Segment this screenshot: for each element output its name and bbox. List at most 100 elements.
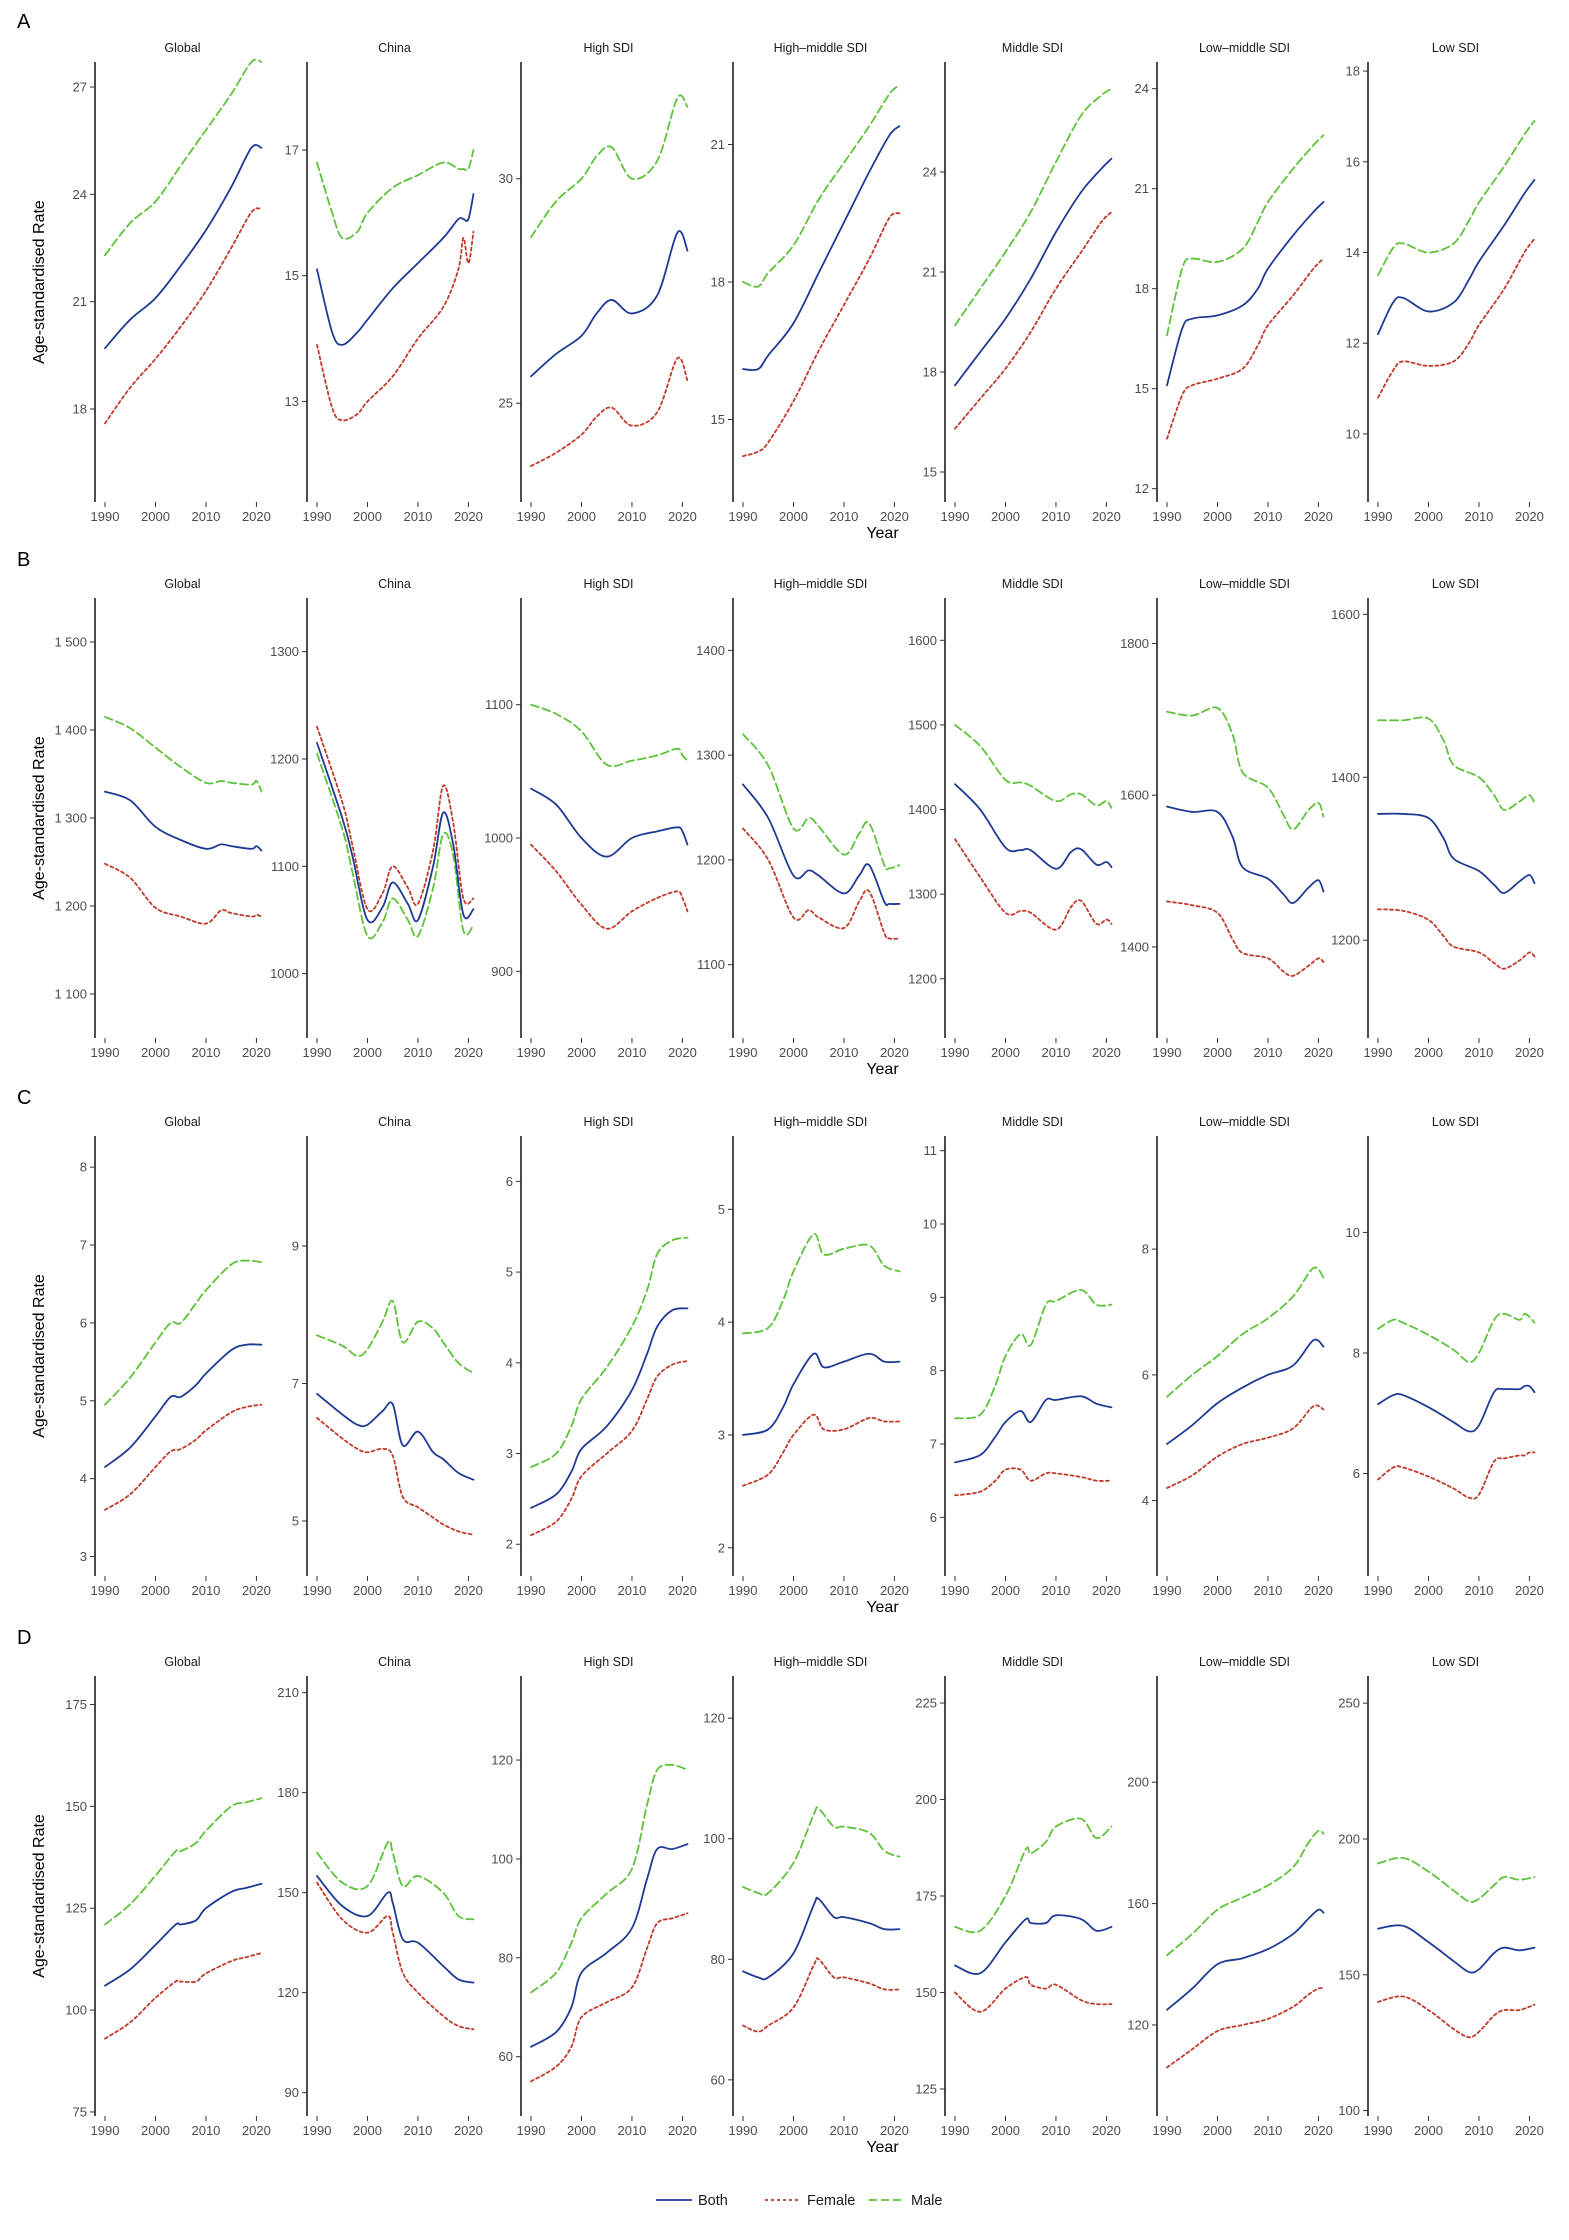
x-tick-label: 2000	[141, 2123, 170, 2138]
series-line-female	[1377, 908, 1536, 970]
x-tick-label: 2000	[779, 2123, 808, 2138]
x-tick-label: 1990	[303, 1583, 332, 1598]
x-tick-label: 1990	[729, 1045, 758, 1060]
y-tick-label: 12	[1346, 336, 1360, 351]
x-tick-label: 1990	[1153, 1045, 1182, 1060]
facet-low-middle-sdi: Low–middle SDI 120 160 200 1990 2000 2010 2020	[1127, 1655, 1333, 2138]
facet-high-sdi: High SDI 60 80 100 120 1990 2000 2010 2020	[491, 1655, 697, 2138]
series-line-both	[104, 790, 263, 852]
series-line-both	[1377, 812, 1536, 894]
x-tick-label: 2020	[454, 1045, 483, 1060]
facet-middle-sdi: Middle SDI 6 7 8 9 10 11 1990 2000 2010 2020	[923, 1115, 1121, 1598]
series-line-female	[954, 1976, 1113, 2013]
facet-global: Global 1 100 1 200 1 300 1 400 1 500 1990 2000 2…	[54, 577, 270, 1060]
y-tick-label: 2	[506, 1537, 513, 1552]
y-tick-label: 1 400	[54, 723, 87, 738]
facet-title: China	[378, 577, 411, 591]
y-tick-label: 4	[506, 1355, 513, 1370]
series-line-both	[742, 783, 901, 907]
x-tick-label: 2020	[1092, 1045, 1121, 1060]
x-tick-label: 2010	[1253, 509, 1282, 524]
y-tick-label: 11	[924, 1143, 938, 1158]
series-line-both	[1166, 1908, 1325, 2011]
panel-letter: C	[17, 1087, 31, 1109]
series-line-both	[1377, 1384, 1536, 1433]
y-tick-label: 225	[915, 1696, 937, 1711]
y-tick-label: 3	[80, 1549, 87, 1564]
x-tick-label: 1990	[1364, 509, 1393, 524]
facet-title: Low SDI	[1432, 577, 1479, 591]
y-tick-label: 175	[65, 1697, 87, 1712]
facet-global: Global 75 100 125 150 175 1990 2000 2010 2020	[65, 1655, 271, 2138]
series-line-male	[1377, 716, 1536, 811]
facet-global: Global 18 21 24 27 1990 2000 2010 2020	[73, 41, 271, 524]
x-tick-label: 2000	[1414, 1583, 1443, 1598]
x-tick-label: 2000	[353, 1583, 382, 1598]
y-tick-label: 10	[1346, 426, 1360, 441]
series-line-female	[316, 1416, 475, 1536]
series-line-both	[742, 1352, 901, 1436]
x-tick-label: 2000	[1203, 1583, 1232, 1598]
series-line-both	[1166, 201, 1325, 387]
series-line-male	[104, 1259, 263, 1406]
x-tick-label: 1990	[91, 1045, 120, 1060]
x-tick-label: 1990	[517, 1045, 546, 1060]
y-tick-label: 15	[285, 268, 299, 283]
series-line-male	[1377, 1312, 1536, 1363]
series-line-both	[954, 1395, 1113, 1464]
facet-title: Low–middle SDI	[1199, 1655, 1290, 1669]
y-tick-label: 1000	[270, 966, 299, 981]
series-line-male	[742, 84, 901, 288]
y-tick-label: 7	[930, 1437, 937, 1452]
series-line-both	[104, 1343, 263, 1468]
y-tick-label: 4	[718, 1315, 725, 1330]
x-tick-label: 2000	[141, 1583, 170, 1598]
y-tick-label: 1200	[696, 852, 725, 867]
x-tick-label: 2020	[1304, 509, 1333, 524]
x-tick-label: 2000	[1203, 1045, 1232, 1060]
x-tick-label: 2020	[880, 1583, 909, 1598]
series-line-female	[954, 838, 1113, 931]
series-line-male	[1377, 1856, 1536, 1903]
y-tick-label: 1 500	[54, 635, 87, 650]
facet-title: Global	[164, 577, 200, 591]
x-tick-label: 1990	[91, 1583, 120, 1598]
x-tick-label: 2020	[454, 509, 483, 524]
series-line-female	[1166, 257, 1325, 440]
series-line-both	[316, 1875, 475, 1984]
x-tick-label: 2000	[141, 1045, 170, 1060]
x-tick-label: 2000	[567, 1045, 596, 1060]
series-line-both	[1166, 1338, 1325, 1445]
y-tick-label: 60	[499, 2049, 513, 2064]
x-tick-label: 2020	[668, 2123, 697, 2138]
x-tick-label: 2010	[403, 1045, 432, 1060]
series-line-both	[530, 787, 689, 858]
x-tick-label: 2000	[1203, 509, 1232, 524]
panel-c: C Age-standardised Rate Year Global 3 4 5 6 7 8 19…	[17, 1087, 1544, 1616]
series-line-both	[1377, 179, 1536, 336]
x-tick-label: 2020	[668, 509, 697, 524]
x-tick-label: 2010	[191, 1583, 220, 1598]
y-tick-label: 5	[718, 1202, 725, 1217]
x-tick-label: 1990	[517, 509, 546, 524]
y-tick-label: 100	[65, 2003, 87, 2018]
y-tick-label: 1300	[908, 887, 937, 902]
x-tick-label: 2010	[191, 509, 220, 524]
x-tick-label: 2000	[353, 509, 382, 524]
x-tick-label: 1990	[91, 509, 120, 524]
y-tick-label: 4	[1142, 1493, 1149, 1508]
y-tick-label: 1300	[696, 748, 725, 763]
y-tick-label: 100	[703, 1831, 725, 1846]
facet-title: China	[378, 41, 411, 55]
y-tick-label: 120	[277, 1985, 299, 2000]
y-tick-label: 21	[923, 265, 937, 280]
y-tick-label: 2	[718, 1540, 725, 1555]
facet-title: China	[378, 1115, 411, 1129]
series-line-female	[1377, 1995, 1536, 2039]
y-tick-label: 1500	[908, 717, 937, 732]
y-axis-title: Age-standardised Rate	[31, 736, 48, 900]
series-line-both	[530, 1307, 689, 1509]
x-tick-label: 2000	[779, 1045, 808, 1060]
y-tick-label: 18	[1135, 281, 1149, 296]
x-tick-label: 2020	[242, 1045, 271, 1060]
